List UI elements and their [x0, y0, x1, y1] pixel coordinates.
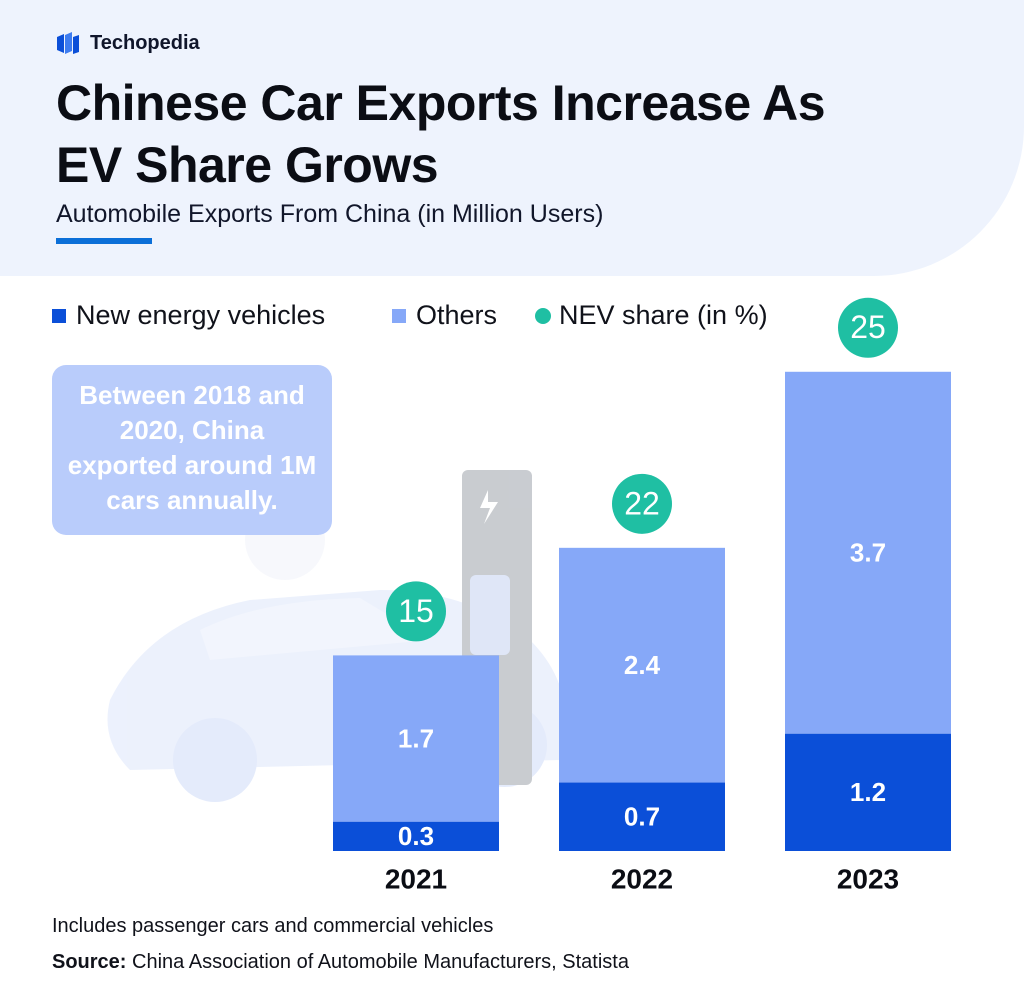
value-label: 3.7	[850, 538, 886, 568]
share-label: 25	[850, 309, 886, 345]
x-tick-label: 2021	[385, 863, 447, 894]
chart-title: Chinese Car Exports Increase As EV Share…	[56, 75, 826, 193]
annotation-wrap: Between 2018 and 2020, China exported ar…	[67, 380, 317, 515]
legend-label: Others	[416, 300, 497, 330]
share-label: 22	[624, 485, 660, 521]
share-label: 15	[398, 593, 434, 629]
legend: New energy vehicles Others NEV share (in %…	[52, 300, 768, 330]
value-label: 0.3	[398, 821, 434, 851]
subtitle-underline	[56, 238, 152, 244]
annotation: Between 2018 and 2020, China exported ar…	[67, 380, 317, 515]
legend-marker	[392, 309, 406, 323]
source: Source: China Association of Automobile …	[52, 951, 629, 974]
value-label: 1.7	[398, 723, 434, 753]
bar-segment	[559, 782, 725, 851]
value-label: 2.4	[624, 650, 661, 680]
bar-segment	[785, 733, 951, 851]
legend-label: New energy vehicles	[76, 300, 325, 330]
value-label: 0.7	[624, 802, 660, 832]
legend-marker	[52, 309, 66, 323]
annotation-box	[52, 365, 332, 535]
bar-segment	[333, 655, 499, 822]
share-marker	[386, 581, 446, 642]
chart-subtitle: Automobile Exports From China (in Millio…	[56, 200, 604, 228]
bar-segment	[333, 821, 499, 851]
share-marker	[612, 473, 672, 534]
x-tick-label: 2023	[837, 863, 899, 894]
brand: Techopedia	[90, 32, 200, 54]
share-marker	[838, 297, 898, 358]
legend-label: NEV share (in %)	[559, 300, 768, 330]
value-label: 1.2	[850, 777, 886, 807]
source-label: Source:	[52, 951, 127, 973]
legend-marker	[535, 308, 551, 324]
header-background	[0, 0, 1024, 276]
bar-segment	[559, 547, 725, 783]
note: Includes passenger cars and commercial v…	[52, 915, 494, 937]
x-tick-label: 2022	[611, 863, 673, 894]
source-text: China Association of Automobile Manufact…	[132, 951, 629, 973]
plot: 0.3 1.7 15 2021 0.7 2.4 22 2022 1.2 3.7 25 2023	[333, 297, 951, 894]
logo-icon	[57, 32, 79, 54]
bar-segment	[785, 371, 951, 734]
